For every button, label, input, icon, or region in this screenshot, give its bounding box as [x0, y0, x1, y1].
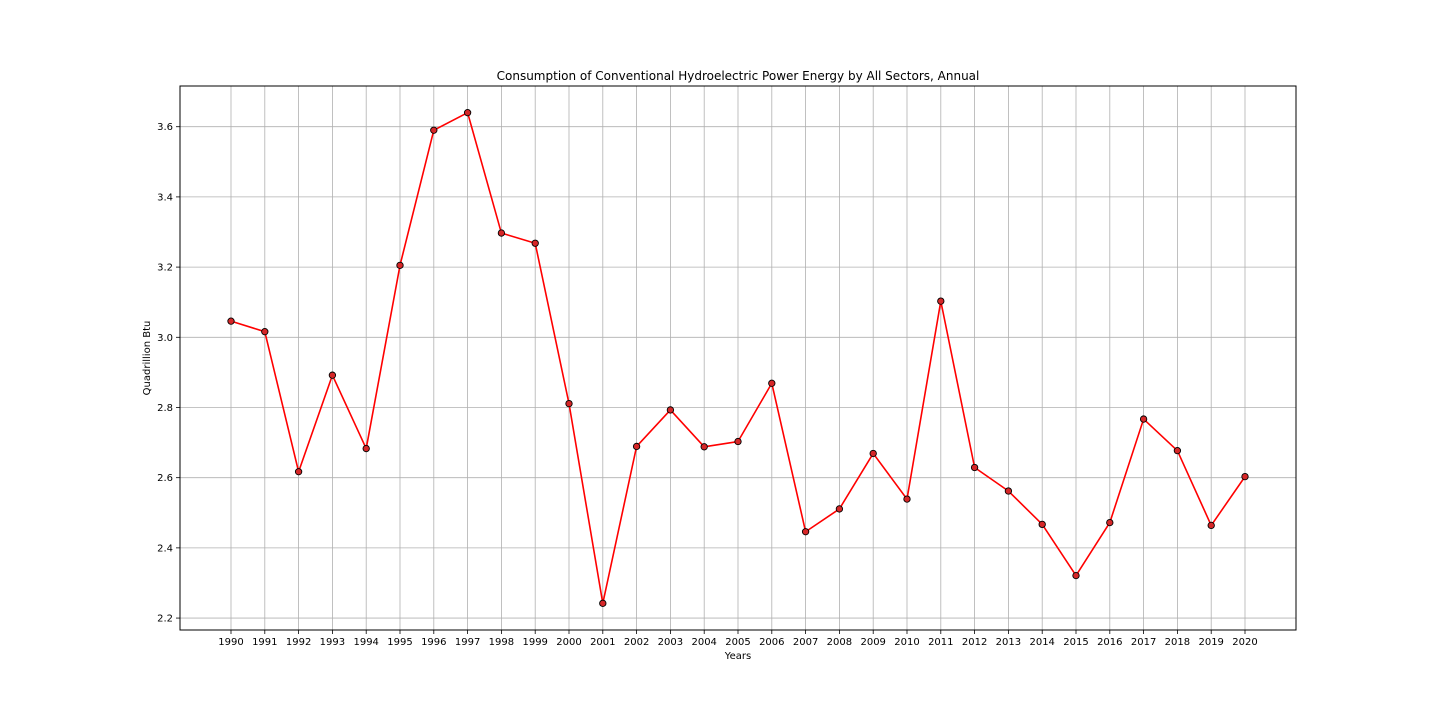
x-tick-label: 2003 — [658, 637, 683, 648]
data-point — [227, 317, 235, 325]
data-point — [565, 399, 573, 408]
x-tick-label: 1996 — [421, 637, 446, 648]
x-tick-label: 1999 — [522, 637, 547, 648]
data-point — [970, 463, 979, 472]
data-point — [1173, 447, 1182, 455]
x-tick-label: 1993 — [320, 637, 345, 648]
data-point — [903, 495, 911, 503]
y-tick-label: 2.2 — [157, 614, 173, 625]
x-tick-label: 2018 — [1165, 637, 1190, 648]
x-tick-label: 2019 — [1198, 637, 1223, 648]
y-tick-layer: 2.2 2.4 2.6 2.8 3.0 3.2 3.4 3.6 — [157, 122, 180, 625]
x-tick-label: 2001 — [590, 637, 615, 648]
data-point — [1139, 415, 1148, 423]
data-point — [294, 468, 303, 476]
data-point — [937, 297, 945, 305]
x-tick-label: 2008 — [827, 637, 852, 648]
data-point — [497, 229, 506, 237]
x-tick-label: 2017 — [1131, 637, 1156, 648]
x-tick-label: 2002 — [624, 637, 649, 648]
data-point — [1072, 571, 1080, 580]
y-tick-label: 3.2 — [157, 263, 173, 274]
data-point — [801, 528, 810, 536]
x-tick-label: 1998 — [489, 637, 514, 648]
x-tick-label: 2020 — [1232, 637, 1257, 648]
x-tick-label: 1997 — [455, 637, 480, 648]
x-tick-label: 1991 — [252, 637, 277, 648]
x-tick-label: 2015 — [1063, 637, 1088, 648]
x-tick-label: 1995 — [387, 637, 412, 648]
x-tick-label: 2016 — [1097, 637, 1122, 648]
x-tick-label: 2010 — [894, 637, 919, 648]
x-tick-label: 2005 — [725, 637, 750, 648]
y-tick-label: 3.0 — [157, 333, 173, 344]
data-point — [463, 109, 472, 117]
x-tick-label: 1990 — [218, 637, 243, 648]
y-tick-label: 2.4 — [157, 543, 173, 554]
x-tick-label: 2000 — [556, 637, 581, 648]
x-tick-label: 2014 — [1029, 637, 1054, 648]
marker-layer — [227, 109, 1249, 607]
x-axis-label: Years — [724, 651, 751, 662]
data-point — [1207, 521, 1215, 530]
data-point — [835, 505, 844, 513]
data-point — [430, 126, 438, 134]
y-tick-label: 2.8 — [157, 403, 173, 414]
chart-title: Consumption of Conventional Hydroelectri… — [497, 69, 980, 83]
x-tick-label: 2012 — [962, 637, 987, 648]
data-point — [632, 442, 641, 451]
data-point — [734, 437, 742, 446]
data-point — [261, 328, 269, 336]
data-point — [1038, 520, 1046, 529]
x-tick-label: 1994 — [353, 637, 378, 648]
x-tick-layer: 1990 1991 1992 1993 1994 1995 1996 1997 1998 1999… — [218, 630, 1258, 648]
x-tick-label: 2007 — [793, 637, 818, 648]
x-tick-label: 2013 — [996, 637, 1021, 648]
data-point — [599, 599, 607, 607]
data-point — [1004, 487, 1013, 495]
data-point — [700, 443, 708, 451]
data-point — [396, 261, 404, 269]
x-tick-label: 2006 — [759, 637, 784, 648]
y-tick-label: 3.4 — [157, 192, 173, 203]
y-tick-label: 3.6 — [157, 122, 173, 133]
y-axis-label: Quadrillion Btu — [142, 321, 153, 396]
data-point — [869, 449, 877, 458]
data-point — [531, 239, 539, 247]
y-tick-label: 2.6 — [157, 473, 173, 484]
data-point — [362, 444, 370, 453]
grid-layer — [180, 86, 1296, 630]
x-tick-label: 2004 — [691, 637, 716, 648]
data-point — [1106, 518, 1114, 527]
data-point — [1241, 472, 1249, 481]
x-tick-label: 1992 — [286, 637, 311, 648]
data-point — [328, 371, 337, 379]
x-tick-label: 2009 — [860, 637, 885, 648]
x-tick-label: 2011 — [928, 637, 953, 648]
data-point — [768, 379, 776, 387]
data-point — [666, 406, 675, 414]
